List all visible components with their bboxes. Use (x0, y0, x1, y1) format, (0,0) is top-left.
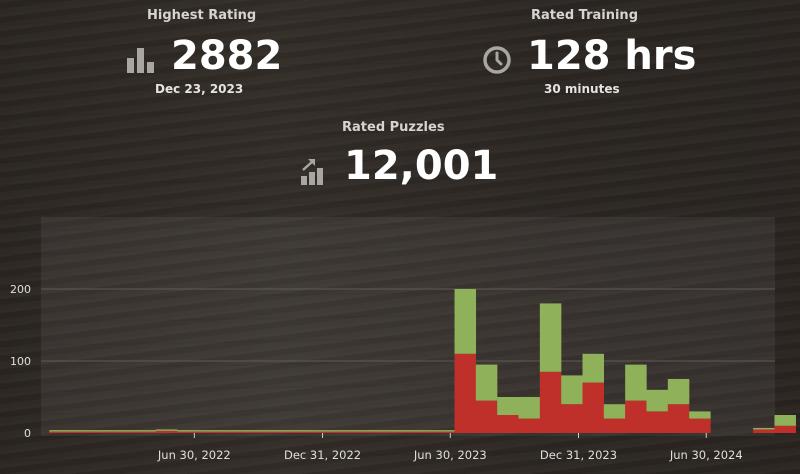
bar-red-2024-02 (582, 382, 604, 433)
bar-green-2022-11 (262, 430, 285, 432)
bar-red-2024-04 (625, 400, 647, 433)
bar-green-2023-09 (475, 364, 498, 401)
bar-green-2023-12 (539, 303, 562, 372)
bar-red-2022-05 (134, 431, 157, 433)
bar-green-2024-11 (774, 415, 796, 426)
highest-rating-value: 2882 (171, 33, 283, 79)
bar-red-2024-07 (689, 418, 711, 433)
bar-green-2022-02 (70, 430, 93, 432)
bar-green-2022-08 (198, 430, 221, 432)
bar-red-2023-12 (539, 371, 562, 433)
rated-puzzles-value: 12,001 (344, 143, 499, 189)
bar-red-2024-10 (753, 429, 775, 433)
bar-red-2023-08 (454, 353, 477, 433)
bar-red-2024-01 (561, 404, 583, 433)
bar-red-2023-10 (497, 415, 519, 433)
bar-green-2024-04 (625, 364, 647, 401)
bar-green-2022-06 (155, 429, 178, 431)
bar-green-2024-03 (603, 404, 626, 419)
x-tick-label: Dec 31, 2022 (284, 448, 361, 462)
bar-green-2022-07 (177, 430, 199, 432)
clock-icon (482, 45, 512, 79)
bar-green-2023-03 (347, 430, 370, 432)
bar-red-2022-01 (49, 431, 71, 433)
bar-red-2023-06 (411, 431, 434, 433)
x-tick-label: Jun 30, 2023 (413, 448, 487, 462)
bar-green-2023-08 (454, 289, 477, 354)
bar-green-2023-06 (411, 430, 434, 432)
highest-rating-date: Dec 23, 2023 (155, 82, 244, 96)
bar-green-2023-02 (326, 430, 349, 432)
bar-green-2024-02 (582, 353, 604, 383)
bar-green-2024-07 (689, 411, 711, 419)
bar-green-2023-05 (390, 430, 413, 432)
bar-chart-icon (126, 44, 156, 78)
bar-red-2023-03 (347, 431, 370, 433)
bar-green-2023-01 (305, 430, 327, 432)
bar-red-2023-11 (518, 418, 541, 433)
bar-green-2023-04 (369, 430, 391, 432)
rated-puzzles-label: Rated Puzzles (342, 120, 445, 135)
bar-green-2022-09 (219, 430, 242, 432)
bar-green-2022-01 (49, 430, 71, 432)
trend-up-chart-icon (300, 156, 326, 190)
bar-red-2022-12 (283, 431, 306, 433)
bar-red-2024-11 (774, 425, 796, 433)
y-tick-label: 200 (10, 283, 31, 296)
bar-red-2022-11 (262, 431, 285, 433)
x-tick-label: Jun 30, 2024 (669, 448, 743, 462)
y-tick-label: 100 (10, 355, 31, 368)
rated-training-label: Rated Training (531, 8, 638, 23)
bar-red-2023-09 (475, 400, 498, 433)
bar-red-2024-06 (667, 404, 690, 433)
bar-green-2024-06 (667, 379, 690, 405)
bar-red-2023-02 (326, 431, 349, 433)
bar-red-2022-06 (155, 430, 178, 433)
bar-red-2022-02 (70, 431, 93, 433)
bar-red-2023-01 (305, 431, 327, 433)
bar-green-2024-10 (753, 427, 775, 430)
bar-red-2024-05 (646, 411, 668, 433)
bar-green-2023-10 (497, 397, 519, 415)
x-tick-label: Jun 30, 2022 (157, 448, 231, 462)
bar-red-2022-03 (91, 431, 114, 433)
y-tick-label: 0 (24, 427, 31, 440)
bar-red-2023-07 (433, 431, 455, 433)
bar-green-2022-03 (91, 430, 114, 432)
highest-rating-label: Highest Rating (147, 8, 257, 23)
bar-green-2024-01 (561, 375, 583, 405)
bar-green-2022-12 (283, 430, 306, 432)
bar-red-2023-05 (390, 431, 413, 433)
x-tick-label: Dec 31, 2023 (540, 448, 617, 462)
bar-green-2022-04 (113, 430, 135, 432)
bar-red-2023-04 (369, 431, 391, 433)
bar-red-2022-07 (177, 431, 199, 433)
bar-green-2023-07 (433, 430, 455, 432)
bar-green-2024-05 (646, 389, 668, 412)
bar-red-2022-10 (241, 431, 263, 433)
bar-green-2023-11 (518, 397, 541, 419)
bar-green-2022-10 (241, 430, 263, 432)
bar-green-2022-05 (134, 430, 157, 432)
rated-training-value: 128 hrs (527, 33, 697, 79)
bar-red-2024-03 (603, 418, 626, 433)
bar-red-2022-04 (113, 431, 135, 433)
rated-training-minutes: 30 minutes (544, 82, 620, 96)
bar-red-2022-08 (198, 431, 221, 433)
bar-red-2022-09 (219, 431, 242, 433)
